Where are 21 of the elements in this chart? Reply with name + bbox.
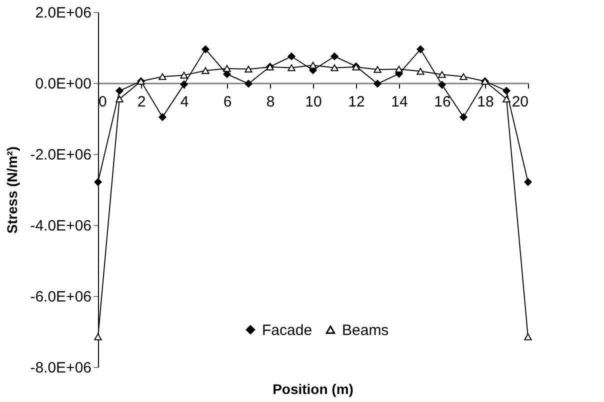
x-tick-label: 10	[305, 94, 322, 110]
x-tick-label: 8	[266, 94, 275, 110]
y-tick-label: -8.0E+06	[30, 360, 92, 376]
x-axis-title: Position (m)	[272, 381, 354, 397]
x-tick-label: 16	[434, 94, 451, 110]
y-axis-title: Stress (N/m²)	[4, 146, 20, 234]
legend-label: Facade	[262, 322, 312, 339]
y-tick-label: 0.0E+00	[35, 76, 92, 92]
y-tick-label: 2.0E+06	[35, 4, 92, 22]
legend-label: Beams	[342, 322, 389, 339]
y-tick-label: -2.0E+06	[30, 146, 92, 164]
y-tick-label: -4.0E+06	[30, 218, 92, 234]
x-tick-label: 4	[180, 94, 189, 110]
y-tick-label: -6.0E+06	[30, 288, 92, 306]
x-tick-label: 12	[348, 94, 365, 110]
x-tick-label: 6	[223, 94, 232, 110]
x-tick-label: 2	[137, 94, 146, 110]
x-tick-label: 20	[512, 94, 528, 110]
x-tick-label: 18	[477, 94, 494, 110]
x-tick-label: 14	[391, 94, 408, 110]
x-tick-label: 0	[98, 94, 107, 110]
